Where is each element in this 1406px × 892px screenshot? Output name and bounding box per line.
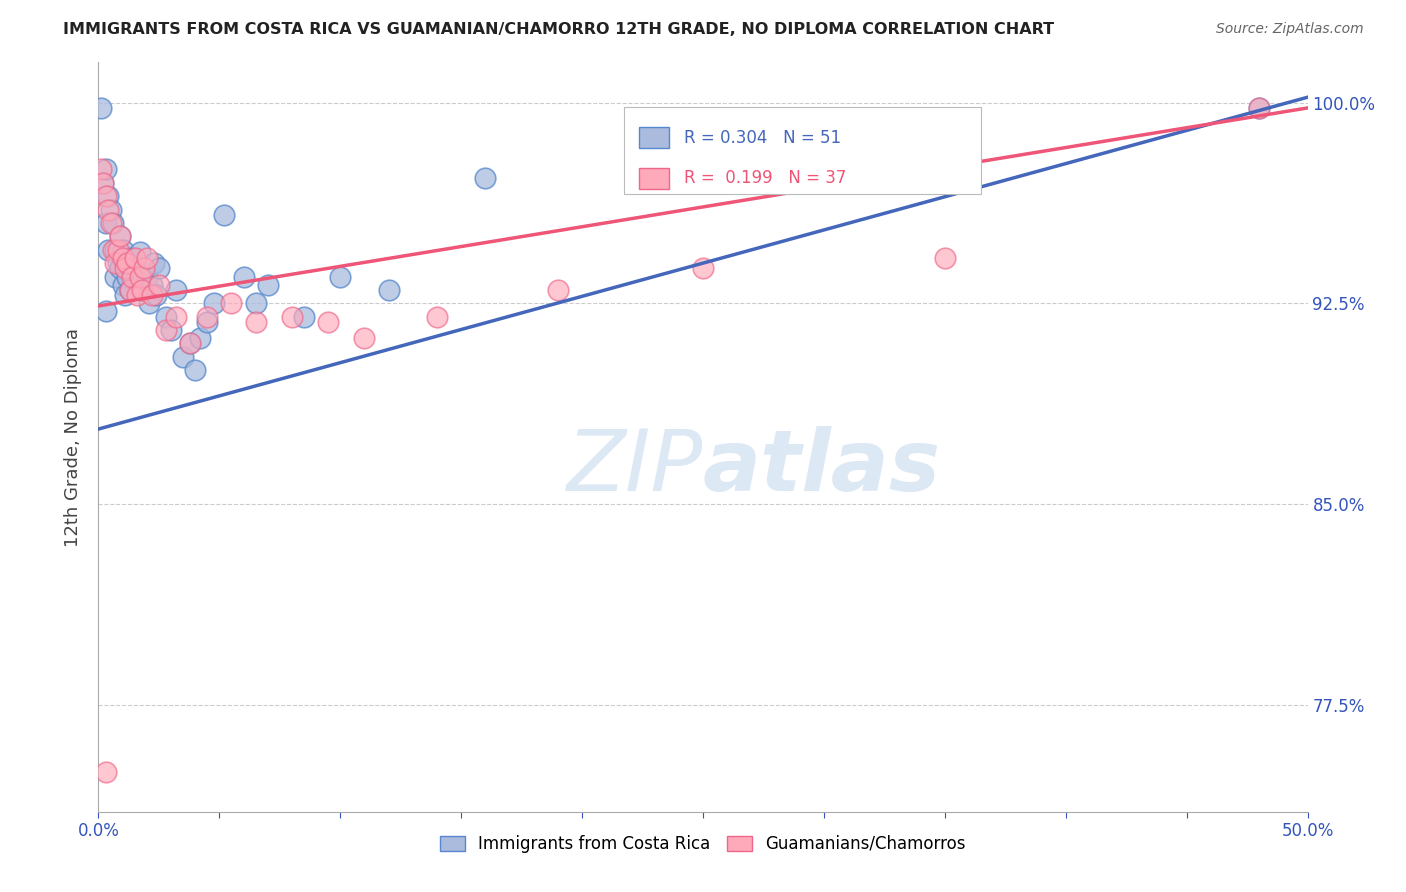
Point [100, 202, 122, 217]
FancyBboxPatch shape [638, 127, 669, 148]
Point [118, 283, 141, 297]
Point [155, 323, 177, 337]
Point [111, 277, 134, 292]
Point [108, 261, 131, 276]
Point [94, 764, 117, 779]
Point [184, 363, 207, 377]
Point [107, 243, 129, 257]
Point [134, 283, 156, 297]
Point [179, 336, 201, 351]
Point [101, 216, 124, 230]
Point [256, 277, 278, 292]
Point [934, 251, 956, 265]
Point [160, 323, 183, 337]
Point [148, 277, 170, 292]
Point [128, 245, 150, 260]
Point [104, 243, 127, 257]
Point [101, 243, 124, 257]
Point [100, 216, 122, 230]
Point [195, 315, 218, 329]
Point [104, 269, 127, 284]
FancyBboxPatch shape [624, 107, 981, 194]
Point [141, 288, 163, 302]
Point [1249, 101, 1271, 115]
Point [292, 310, 315, 324]
Point [97, 202, 120, 217]
Text: ZIP: ZIP [567, 425, 703, 508]
Text: R =  0.199   N = 37: R = 0.199 N = 37 [683, 169, 846, 187]
Point [124, 251, 146, 265]
Point [141, 277, 163, 292]
Point [212, 208, 235, 222]
Point [94, 189, 117, 203]
Point [108, 229, 131, 244]
Point [111, 251, 134, 265]
Point [155, 310, 177, 324]
Point [179, 336, 201, 351]
Point [91, 176, 114, 190]
Point [245, 315, 267, 329]
Point [353, 331, 375, 345]
Point [172, 350, 194, 364]
Point [131, 267, 153, 281]
Point [134, 261, 156, 276]
Point [426, 310, 449, 324]
Point [118, 283, 141, 297]
Point [94, 304, 117, 318]
Point [107, 256, 129, 270]
Point [118, 251, 141, 265]
Point [135, 269, 157, 284]
Point [114, 256, 136, 270]
Point [94, 162, 117, 177]
Point [117, 256, 139, 270]
Point [165, 310, 187, 324]
Point [128, 269, 150, 284]
Point [127, 261, 149, 276]
Point [145, 288, 167, 302]
Point [111, 243, 134, 257]
Point [692, 261, 714, 276]
Point [195, 310, 218, 324]
Point [1249, 101, 1271, 115]
Point [131, 283, 153, 297]
Point [245, 296, 267, 310]
Legend: Immigrants from Costa Rica, Guamanians/Chamorros: Immigrants from Costa Rica, Guamanians/C… [433, 829, 973, 860]
Point [104, 256, 127, 270]
Point [97, 243, 120, 257]
Text: atlas: atlas [703, 425, 941, 508]
Point [114, 261, 136, 276]
Point [97, 189, 120, 203]
Text: R = 0.304   N = 51: R = 0.304 N = 51 [683, 128, 841, 146]
Point [114, 288, 136, 302]
Point [329, 269, 352, 284]
Point [232, 269, 254, 284]
Point [108, 229, 131, 244]
Point [91, 176, 114, 190]
Point [90, 162, 112, 177]
Point [188, 331, 211, 345]
Point [221, 296, 243, 310]
Point [94, 216, 117, 230]
Point [138, 296, 160, 310]
Point [121, 267, 143, 281]
Point [547, 283, 569, 297]
Point [474, 170, 496, 185]
Point [165, 283, 187, 297]
Point [281, 310, 304, 324]
Y-axis label: 12th Grade, No Diploma: 12th Grade, No Diploma [65, 327, 83, 547]
Text: Source: ZipAtlas.com: Source: ZipAtlas.com [1216, 22, 1364, 37]
Point [143, 256, 166, 270]
Point [124, 251, 146, 265]
Point [204, 296, 226, 310]
Point [316, 315, 339, 329]
FancyBboxPatch shape [638, 168, 669, 188]
Point [377, 283, 399, 297]
Point [121, 269, 143, 284]
Point [148, 261, 170, 276]
Point [90, 101, 112, 115]
Point [117, 269, 139, 284]
Text: IMMIGRANTS FROM COSTA RICA VS GUAMANIAN/CHAMORRO 12TH GRADE, NO DIPLOMA CORRELAT: IMMIGRANTS FROM COSTA RICA VS GUAMANIAN/… [63, 22, 1054, 37]
Point [127, 288, 149, 302]
Point [135, 251, 157, 265]
